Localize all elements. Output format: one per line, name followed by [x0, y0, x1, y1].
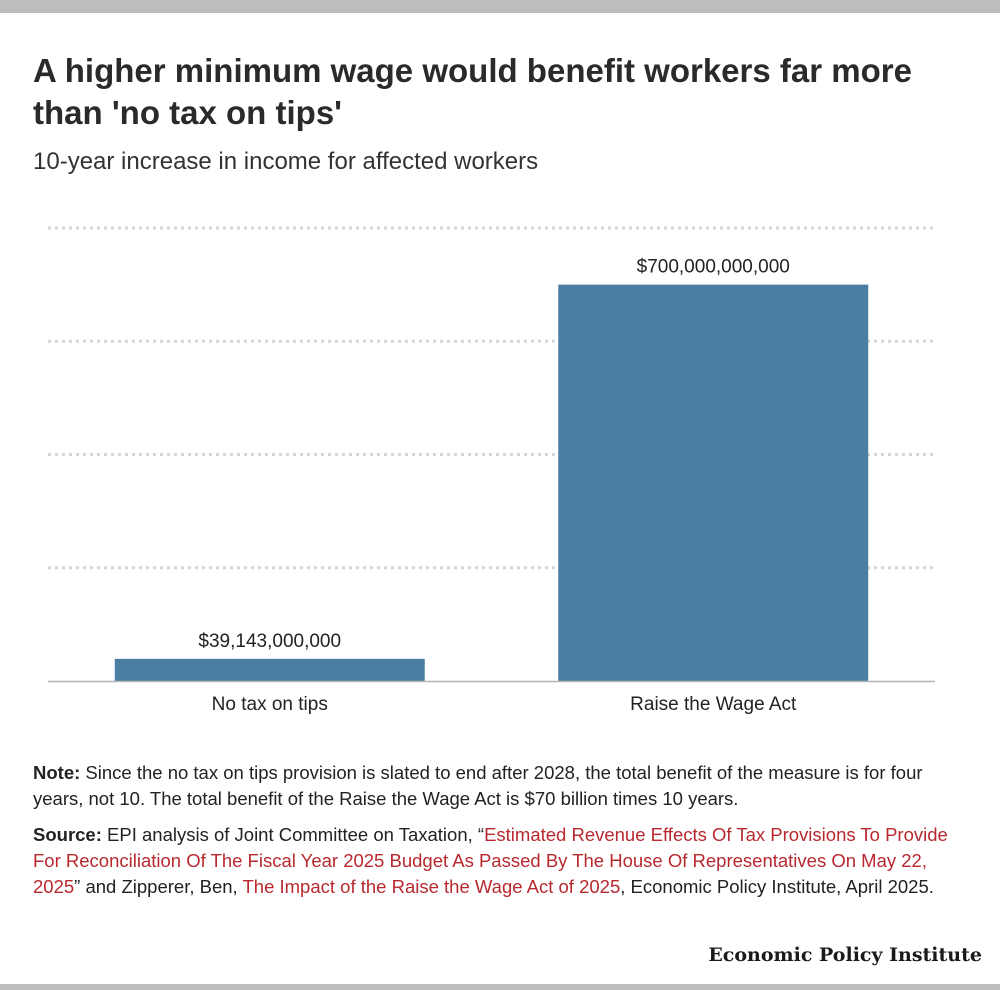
category-label-0: No tax on tips [212, 694, 328, 715]
chart-subtitle: 10-year increase in income for affected … [33, 148, 539, 175]
source-link-jct[interactable]: Estimated Revenue Effects Of Tax Provisi… [33, 824, 948, 897]
gridlines [48, 226, 935, 570]
category-labels: No tax on tips Raise the Wage Act [212, 694, 797, 715]
bar-chart: $39,143,000,000 $700,000,000,000 No tax o… [48, 226, 935, 715]
source-text-pre: EPI analysis of Joint Committee on Taxat… [107, 824, 485, 845]
source-label: Source: [33, 824, 102, 845]
chart-source: Source: EPI analysis of Joint Committee … [33, 822, 978, 900]
note-text: Since the no tax on tips provision is sl… [33, 762, 923, 809]
note-label: Note: [33, 762, 81, 783]
value-label-1: $700,000,000,000 [637, 257, 790, 278]
source-text-mid: ” and Zipperer, Ben, [74, 876, 243, 897]
bottom-band [0, 984, 1000, 990]
category-label-1: Raise the Wage Act [630, 694, 797, 715]
chart-note: Note: Since the no tax on tips provision… [33, 760, 973, 812]
value-labels: $39,143,000,000 $700,000,000,000 [198, 257, 789, 652]
bar-1 [558, 284, 869, 681]
top-band [0, 0, 1000, 13]
chart-title: A higher minimum wage would benefit work… [33, 52, 912, 131]
source-text-post: , Economic Policy Institute, April 2025. [620, 876, 934, 897]
bar-0 [114, 658, 425, 681]
source-link-epi[interactable]: The Impact of the Raise the Wage Act of … [242, 876, 621, 897]
brand-logo: Economic Policy Institute [708, 944, 982, 966]
value-label-0: $39,143,000,000 [198, 631, 341, 652]
bars [114, 284, 869, 681]
